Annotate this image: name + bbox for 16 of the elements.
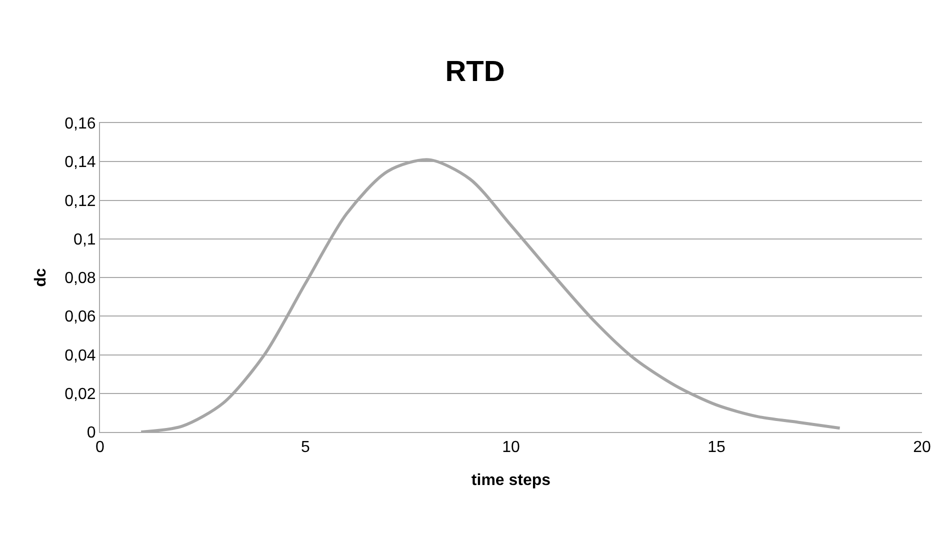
y-tick-label: 0,08 [64,270,96,288]
y-axis-title: dc [32,268,50,287]
y-tick-label: 0,16 [64,116,96,133]
y-tick-label: 0,04 [64,347,96,364]
x-tick-label: 20 [913,439,931,456]
x-tick-label: 15 [708,439,726,456]
y-tick-label: 0,12 [64,192,96,210]
x-tick-label: 5 [301,439,310,456]
y-tick-label: 0 [86,424,96,442]
y-tick-label: 0,14 [64,154,96,172]
chart-title: RTD [445,56,505,88]
y-tick-label: 0,1 [74,231,96,248]
y-tick-label: 0,02 [64,386,96,403]
x-tick-label: 10 [502,439,520,456]
x-axis-title: time steps [471,472,551,489]
y-tick-label: 0,06 [64,308,96,326]
